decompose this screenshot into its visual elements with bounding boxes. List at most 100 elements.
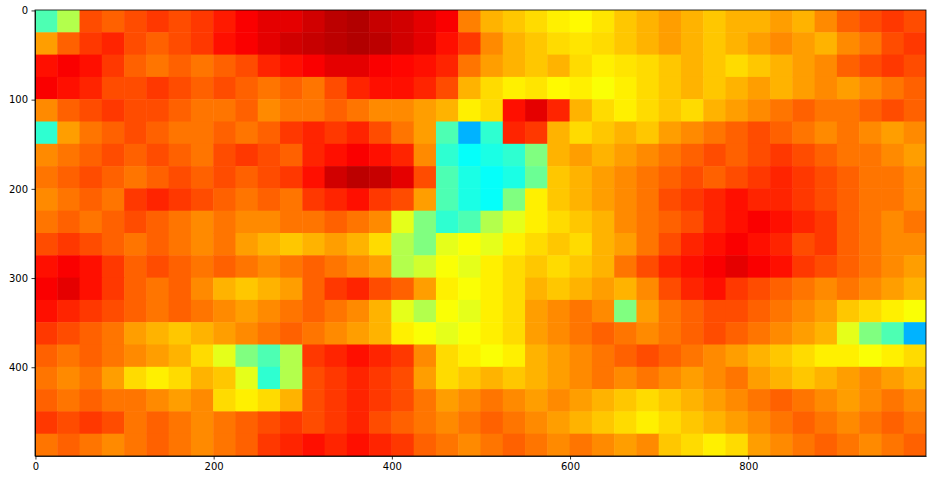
cell [481, 144, 504, 167]
cell [436, 166, 459, 189]
cell [369, 367, 392, 390]
cell [191, 367, 214, 390]
cell [525, 77, 548, 100]
cell [881, 255, 904, 278]
cell [325, 122, 348, 145]
cell [436, 211, 459, 234]
cell [191, 55, 214, 78]
cell [792, 411, 815, 434]
cell [414, 411, 437, 434]
cell [636, 367, 659, 390]
cell [792, 389, 815, 412]
cell [325, 389, 348, 412]
cell [770, 322, 793, 345]
cell [703, 77, 726, 100]
cell [258, 188, 281, 211]
cell [414, 211, 437, 234]
cell [614, 434, 637, 456]
cell [703, 233, 726, 256]
tick-label: 600 [561, 461, 580, 472]
cell [258, 144, 281, 167]
cell [815, 300, 838, 323]
cell [636, 188, 659, 211]
cell [904, 166, 926, 189]
cell [391, 434, 414, 456]
cell [726, 166, 749, 189]
cell [726, 55, 749, 78]
cell [792, 32, 815, 55]
cell [235, 367, 258, 390]
cell [35, 144, 58, 167]
cell [570, 278, 593, 301]
cell [57, 233, 80, 256]
cell [547, 233, 570, 256]
cell [258, 233, 281, 256]
cell [815, 122, 838, 145]
cell [904, 411, 926, 434]
cell [547, 434, 570, 456]
cell [748, 411, 771, 434]
cell [258, 122, 281, 145]
cell [436, 10, 459, 33]
cells [35, 10, 926, 456]
cell [369, 55, 392, 78]
cell [614, 389, 637, 412]
cell [547, 99, 570, 122]
cell [347, 77, 370, 100]
cell [547, 278, 570, 301]
cell [592, 166, 615, 189]
cell [881, 77, 904, 100]
cell [325, 233, 348, 256]
cell [592, 55, 615, 78]
cell [57, 255, 80, 278]
cell [191, 122, 214, 145]
cell [748, 367, 771, 390]
cell [35, 77, 58, 100]
cell [325, 345, 348, 368]
cell [102, 122, 125, 145]
cell [235, 278, 258, 301]
cell [146, 32, 169, 55]
cell [124, 322, 147, 345]
cell [770, 278, 793, 301]
cell [124, 99, 147, 122]
cell [703, 322, 726, 345]
cell [325, 144, 348, 167]
cell [859, 77, 882, 100]
cell [636, 278, 659, 301]
cell [770, 32, 793, 55]
cell [235, 255, 258, 278]
cell [547, 389, 570, 412]
cell [35, 99, 58, 122]
cell [726, 99, 749, 122]
cell [503, 166, 526, 189]
cell [146, 411, 169, 434]
cell [481, 389, 504, 412]
cell [570, 345, 593, 368]
cell [280, 122, 303, 145]
cell [592, 389, 615, 412]
cell [837, 278, 860, 301]
cell [681, 55, 704, 78]
cell [881, 188, 904, 211]
cell [191, 99, 214, 122]
cell [391, 122, 414, 145]
cell [881, 211, 904, 234]
cell [57, 55, 80, 78]
cell [347, 345, 370, 368]
cell [904, 300, 926, 323]
cell [391, 188, 414, 211]
tick-mark [32, 278, 36, 279]
cell [659, 99, 682, 122]
cell [146, 166, 169, 189]
cell [859, 188, 882, 211]
cell [815, 322, 838, 345]
cell [703, 122, 726, 145]
cell [837, 367, 860, 390]
cell [369, 300, 392, 323]
cell [302, 77, 325, 100]
cell [859, 55, 882, 78]
cell [146, 122, 169, 145]
axis-line [35, 11, 36, 457]
cell [102, 300, 125, 323]
